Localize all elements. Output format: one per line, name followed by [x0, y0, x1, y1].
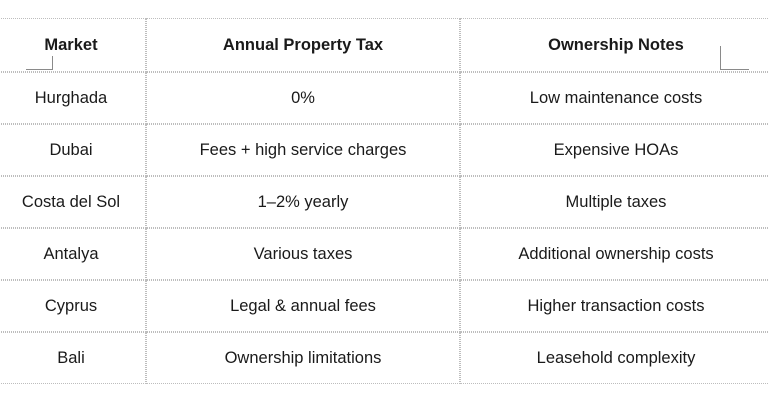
cell-annual-property-tax: 1–2% yearly — [146, 176, 460, 228]
cell-annual-property-tax: 0% — [146, 72, 460, 124]
table-row: Dubai Fees + high service charges Expens… — [0, 124, 768, 176]
cell-ownership-notes: Expensive HOAs — [460, 124, 768, 176]
cell-ownership-notes: Multiple taxes — [460, 176, 768, 228]
cell-ownership-notes: Leasehold complexity — [460, 332, 768, 384]
cell-market: Hurghada — [0, 72, 146, 124]
header-ownership-notes: Ownership Notes — [460, 18, 768, 72]
header-market: Market — [0, 18, 146, 72]
header-annual-property-tax: Annual Property Tax — [146, 18, 460, 72]
cell-market: Dubai — [0, 124, 146, 176]
table-row: Antalya Various taxes Additional ownersh… — [0, 228, 768, 280]
table-row: Bali Ownership limitations Leasehold com… — [0, 332, 768, 384]
table-row: Costa del Sol 1–2% yearly Multiple taxes — [0, 176, 768, 228]
text-boundary-mark-left — [26, 56, 53, 70]
cell-annual-property-tax: Various taxes — [146, 228, 460, 280]
table-header-row: Market Annual Property Tax Ownership Not… — [0, 18, 768, 72]
cell-market: Cyprus — [0, 280, 146, 332]
cell-annual-property-tax: Ownership limitations — [146, 332, 460, 384]
cell-market: Bali — [0, 332, 146, 384]
cell-market: Costa del Sol — [0, 176, 146, 228]
table-row: Cyprus Legal & annual fees Higher transa… — [0, 280, 768, 332]
property-tax-table: Market Annual Property Tax Ownership Not… — [0, 18, 768, 384]
cell-ownership-notes: Additional ownership costs — [460, 228, 768, 280]
cell-market: Antalya — [0, 228, 146, 280]
text-boundary-mark-right — [720, 46, 749, 70]
cell-annual-property-tax: Fees + high service charges — [146, 124, 460, 176]
cell-ownership-notes: Higher transaction costs — [460, 280, 768, 332]
cell-ownership-notes: Low maintenance costs — [460, 72, 768, 124]
table-row: Hurghada 0% Low maintenance costs — [0, 72, 768, 124]
property-tax-table-container: Market Annual Property Tax Ownership Not… — [0, 18, 768, 384]
cell-annual-property-tax: Legal & annual fees — [146, 280, 460, 332]
